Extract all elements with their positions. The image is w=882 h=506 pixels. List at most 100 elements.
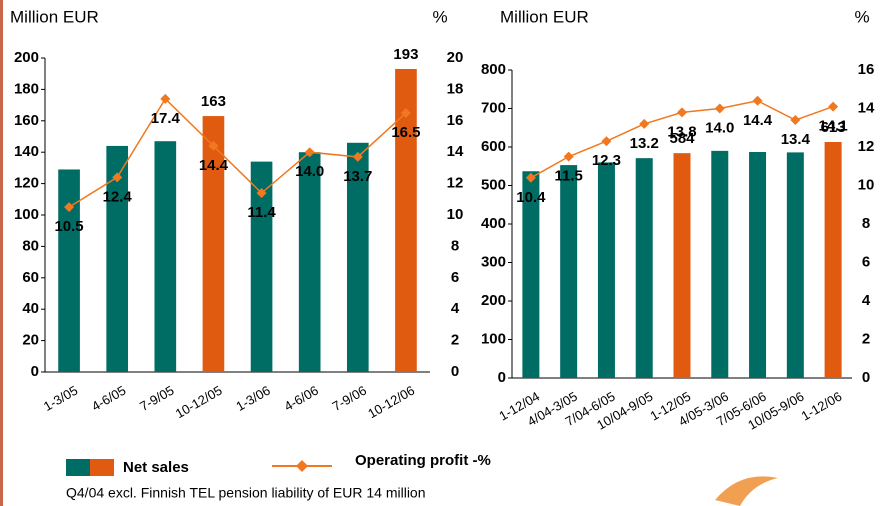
y-tick-label: 40	[22, 300, 39, 317]
y2-tick-label: 8	[862, 215, 870, 232]
line-value-label: 11.5	[554, 168, 582, 185]
line-marker	[525, 172, 536, 183]
line-marker	[256, 188, 267, 199]
line-marker	[208, 140, 219, 151]
bar	[298, 152, 321, 372]
x-tick-label: 1-12/06	[799, 389, 845, 424]
line-marker	[714, 103, 725, 114]
line-marker	[304, 147, 315, 158]
y2-tick-label: 12	[447, 175, 464, 192]
line-value-label: 13.8	[667, 123, 696, 140]
x-tick-label: 1-3/06	[233, 383, 272, 414]
y2-tick-label: 16	[447, 112, 464, 129]
line-value-label: 10.5	[54, 218, 83, 235]
y2-axis-title: %	[432, 7, 447, 26]
y-axis-title: Million EUR	[500, 7, 589, 26]
y-tick-label: 160	[14, 112, 39, 129]
line-marker	[64, 202, 75, 213]
y-tick-label: 20	[22, 332, 39, 349]
line-value-label: 11.4	[247, 204, 276, 221]
line-marker	[752, 95, 763, 106]
edge-bar	[0, 0, 3, 506]
logo	[715, 476, 778, 506]
y2-axis-title: %	[854, 7, 869, 26]
y-tick-label: 140	[14, 143, 39, 160]
x-tick-label: 10-12/06	[365, 383, 417, 422]
line-value-label: 13.2	[630, 135, 659, 152]
bar	[673, 153, 691, 378]
y-tick-label: 0	[498, 369, 506, 386]
line-value-label: 12.4	[103, 188, 133, 205]
bar	[522, 171, 540, 378]
y-tick-label: 100	[481, 330, 506, 347]
line-value-label: 14.0	[295, 163, 324, 180]
y-tick-label: 0	[31, 363, 39, 380]
y-tick-label: 400	[481, 215, 506, 232]
y2-tick-label: 0	[451, 363, 459, 380]
bar	[395, 68, 417, 373]
line-marker	[639, 118, 650, 129]
bar	[824, 141, 842, 378]
y-tick-label: 500	[481, 176, 506, 193]
y-tick-label: 800	[481, 61, 506, 78]
line-marker	[112, 172, 123, 183]
y-tick-label: 120	[14, 175, 39, 192]
line-marker	[828, 101, 839, 112]
line-marker	[601, 136, 612, 147]
y2-tick-label: 6	[451, 269, 459, 286]
y2-tick-label: 6	[862, 253, 870, 270]
y-tick-label: 600	[481, 138, 506, 155]
x-tick-label: 10-12/05	[173, 383, 225, 422]
line-marker	[352, 151, 363, 162]
y2-tick-label: 20	[447, 49, 464, 66]
x-tick-label: 1-3/05	[41, 383, 80, 414]
y2-tick-label: 0	[862, 369, 870, 386]
y-axis-title: Million EUR	[10, 7, 99, 26]
bar	[635, 158, 653, 378]
y2-tick-label: 10	[447, 206, 464, 223]
bar	[250, 161, 273, 372]
x-tick-label: 4-6/06	[281, 383, 320, 414]
y2-tick-label: 2	[451, 332, 459, 349]
y-tick-label: 80	[22, 237, 39, 254]
y2-tick-label: 12	[858, 138, 875, 155]
y2-tick-label: 8	[451, 237, 459, 254]
bar-value-label: 163	[201, 93, 226, 110]
line-value-label: 14.4	[743, 112, 773, 129]
line-marker	[160, 93, 171, 104]
legend-marker	[296, 460, 308, 472]
line-value-label: 13.7	[343, 168, 372, 185]
line-value-label: 13.4	[781, 131, 811, 148]
y-tick-label: 100	[14, 206, 39, 223]
bar	[106, 145, 129, 372]
legend-swatch	[90, 459, 114, 476]
y2-tick-label: 18	[447, 80, 464, 97]
line	[68, 97, 407, 208]
line-value-label: 14.0	[705, 119, 734, 136]
y2-tick-label: 4	[862, 292, 871, 309]
y-tick-label: 180	[14, 80, 39, 97]
y-tick-label: 700	[481, 99, 506, 116]
line-value-label: 14.1	[819, 118, 848, 135]
y-tick-label: 200	[481, 292, 506, 309]
footnote: Q4/04 excl. Finnish TEL pension liabilit…	[66, 485, 426, 501]
legend-swatch	[66, 459, 90, 476]
line-value-label: 10.4	[516, 189, 546, 206]
bar	[711, 150, 729, 378]
x-tick-label: 4-6/05	[89, 383, 128, 414]
bar	[58, 169, 80, 372]
legend-label: Net sales	[123, 459, 189, 476]
bar	[597, 162, 615, 378]
x-tick-label: 7-9/06	[330, 383, 369, 414]
y2-tick-label: 2	[862, 330, 870, 347]
x-tick-label: 7-9/05	[137, 383, 176, 414]
line-marker	[563, 151, 574, 162]
y2-tick-label: 4	[451, 300, 460, 317]
y-tick-label: 60	[22, 269, 39, 286]
bar	[786, 152, 804, 378]
y-tick-label: 200	[14, 49, 39, 66]
bar	[202, 116, 225, 372]
line-value-label: 14.4	[199, 157, 229, 174]
bar	[154, 141, 177, 372]
